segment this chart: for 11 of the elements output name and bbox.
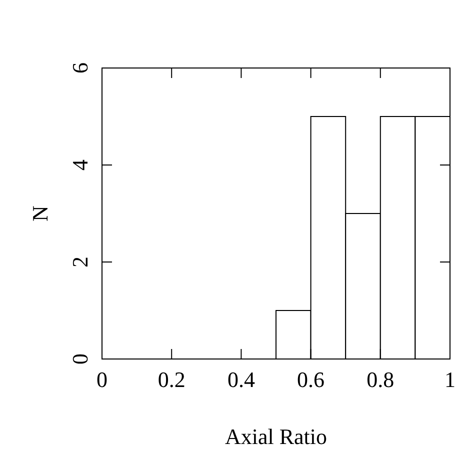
y-axis-title: N <box>28 205 52 222</box>
x-tick-label: 0.8 <box>366 367 394 392</box>
x-tick-label: 0.6 <box>297 367 325 392</box>
y-tick-label: 6 <box>68 62 92 74</box>
x-tick-label: 0.4 <box>227 367 255 392</box>
y-tick-label: 4 <box>68 160 92 170</box>
y-tick-label: 0 <box>68 354 92 364</box>
y-tick-label: 2 <box>68 256 92 268</box>
x-tick-label: 1 <box>444 367 456 392</box>
x-axis-title: Axial Ratio <box>224 424 328 449</box>
x-tick-label: 0.2 <box>158 367 186 392</box>
